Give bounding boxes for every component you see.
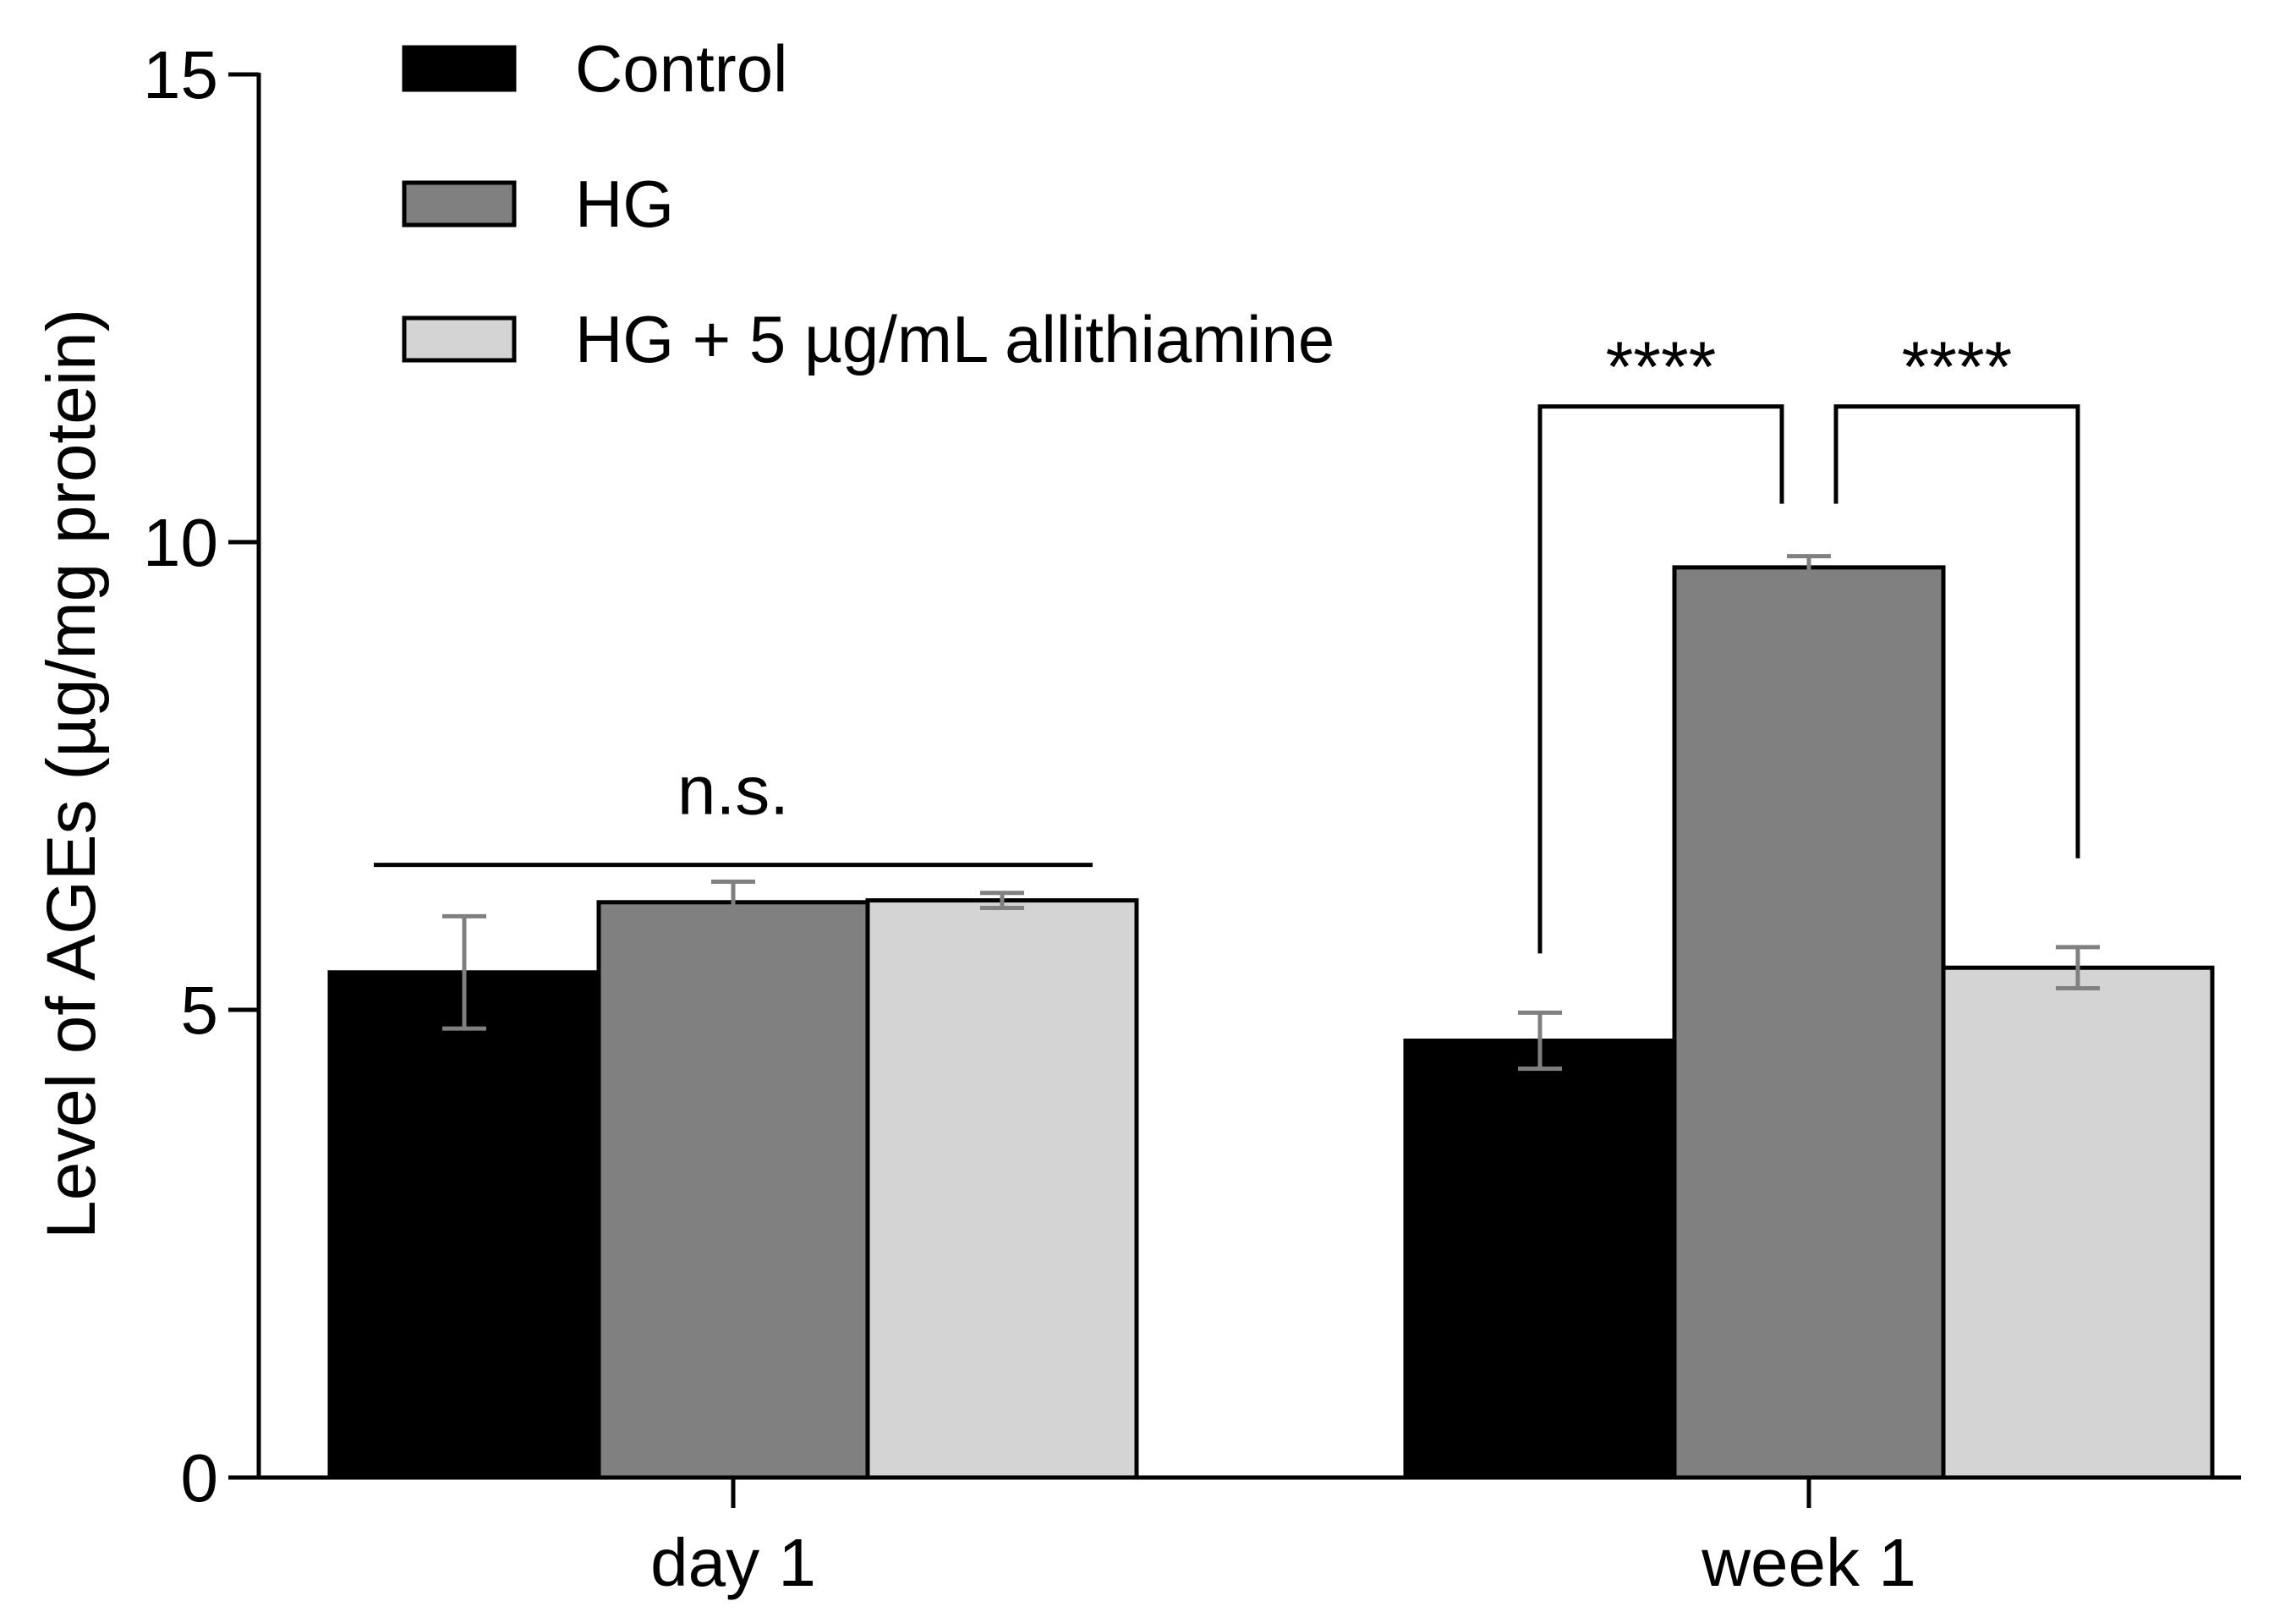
legend-item-hg: HG: [402, 167, 674, 241]
bar-hg-day-1: [596, 900, 870, 1480]
error-bar-hg-5-g-ml-allithiamine-week-1: [2056, 945, 2100, 991]
bracket-line: [1833, 404, 2080, 858]
legend-swatch: [402, 180, 517, 228]
y-axis-title: Level of AGEs (µg/mg protein): [33, 309, 110, 1239]
y-tick-label-5: 5: [181, 973, 219, 1048]
significance-bracket-1: ****: [1537, 327, 1784, 954]
significance-bracket-2: ****: [1833, 327, 2080, 858]
bar-hg-5-g-ml-allithiamine-day-1: [865, 898, 1139, 1480]
y-tick-label-15: 15: [143, 37, 218, 112]
x-tick-label-day-1: day 1: [650, 1525, 816, 1600]
bracket-line: [1537, 404, 1784, 954]
error-bars-layer: [442, 554, 2100, 1072]
legend: Control HG HG + 5 µg/mL allithiamine: [402, 31, 1334, 376]
y-tick-label-0: 0: [181, 1440, 219, 1516]
legend-swatch: [402, 45, 517, 92]
axes-layer: 0 5 10 15 day 1 week 1: [143, 37, 2241, 1600]
x-tick-label-week-1: week 1: [1701, 1525, 1915, 1600]
error-bar-control-day-1: [442, 913, 486, 1031]
significance-ns-0: n.s.: [374, 753, 1093, 868]
error-bar-hg-day-1: [711, 879, 755, 925]
bar-hg-week-1: [1672, 565, 1946, 1480]
bar-hg-5-g-ml-allithiamine-week-1: [1941, 965, 2215, 1480]
error-bar-hg-5-g-ml-allithiamine-day-1: [980, 891, 1024, 910]
y-tick-label-10: 10: [143, 505, 218, 580]
bars-layer: [327, 565, 2215, 1480]
bar-control-day-1: [327, 970, 601, 1480]
error-bar-hg-week-1: [1787, 554, 1831, 581]
legend-label: HG: [575, 167, 674, 241]
error-bar-control-week-1: [1518, 1010, 1562, 1072]
bracket-stars: ****: [1606, 327, 1717, 407]
legend-item-control: Control: [402, 31, 787, 106]
bracket-stars: ****: [1902, 327, 2013, 407]
legend-label: Control: [575, 31, 787, 106]
bar-control-week-1: [1403, 1038, 1677, 1480]
legend-item-hg-5-g-ml-allithiamine: HG + 5 µg/mL allithiamine: [402, 302, 1334, 376]
legend-label: HG + 5 µg/mL allithiamine: [575, 302, 1334, 376]
legend-swatch: [402, 315, 517, 363]
ns-label: n.s.: [677, 753, 789, 830]
significance-layer: n.s. **** ****: [374, 327, 2080, 954]
